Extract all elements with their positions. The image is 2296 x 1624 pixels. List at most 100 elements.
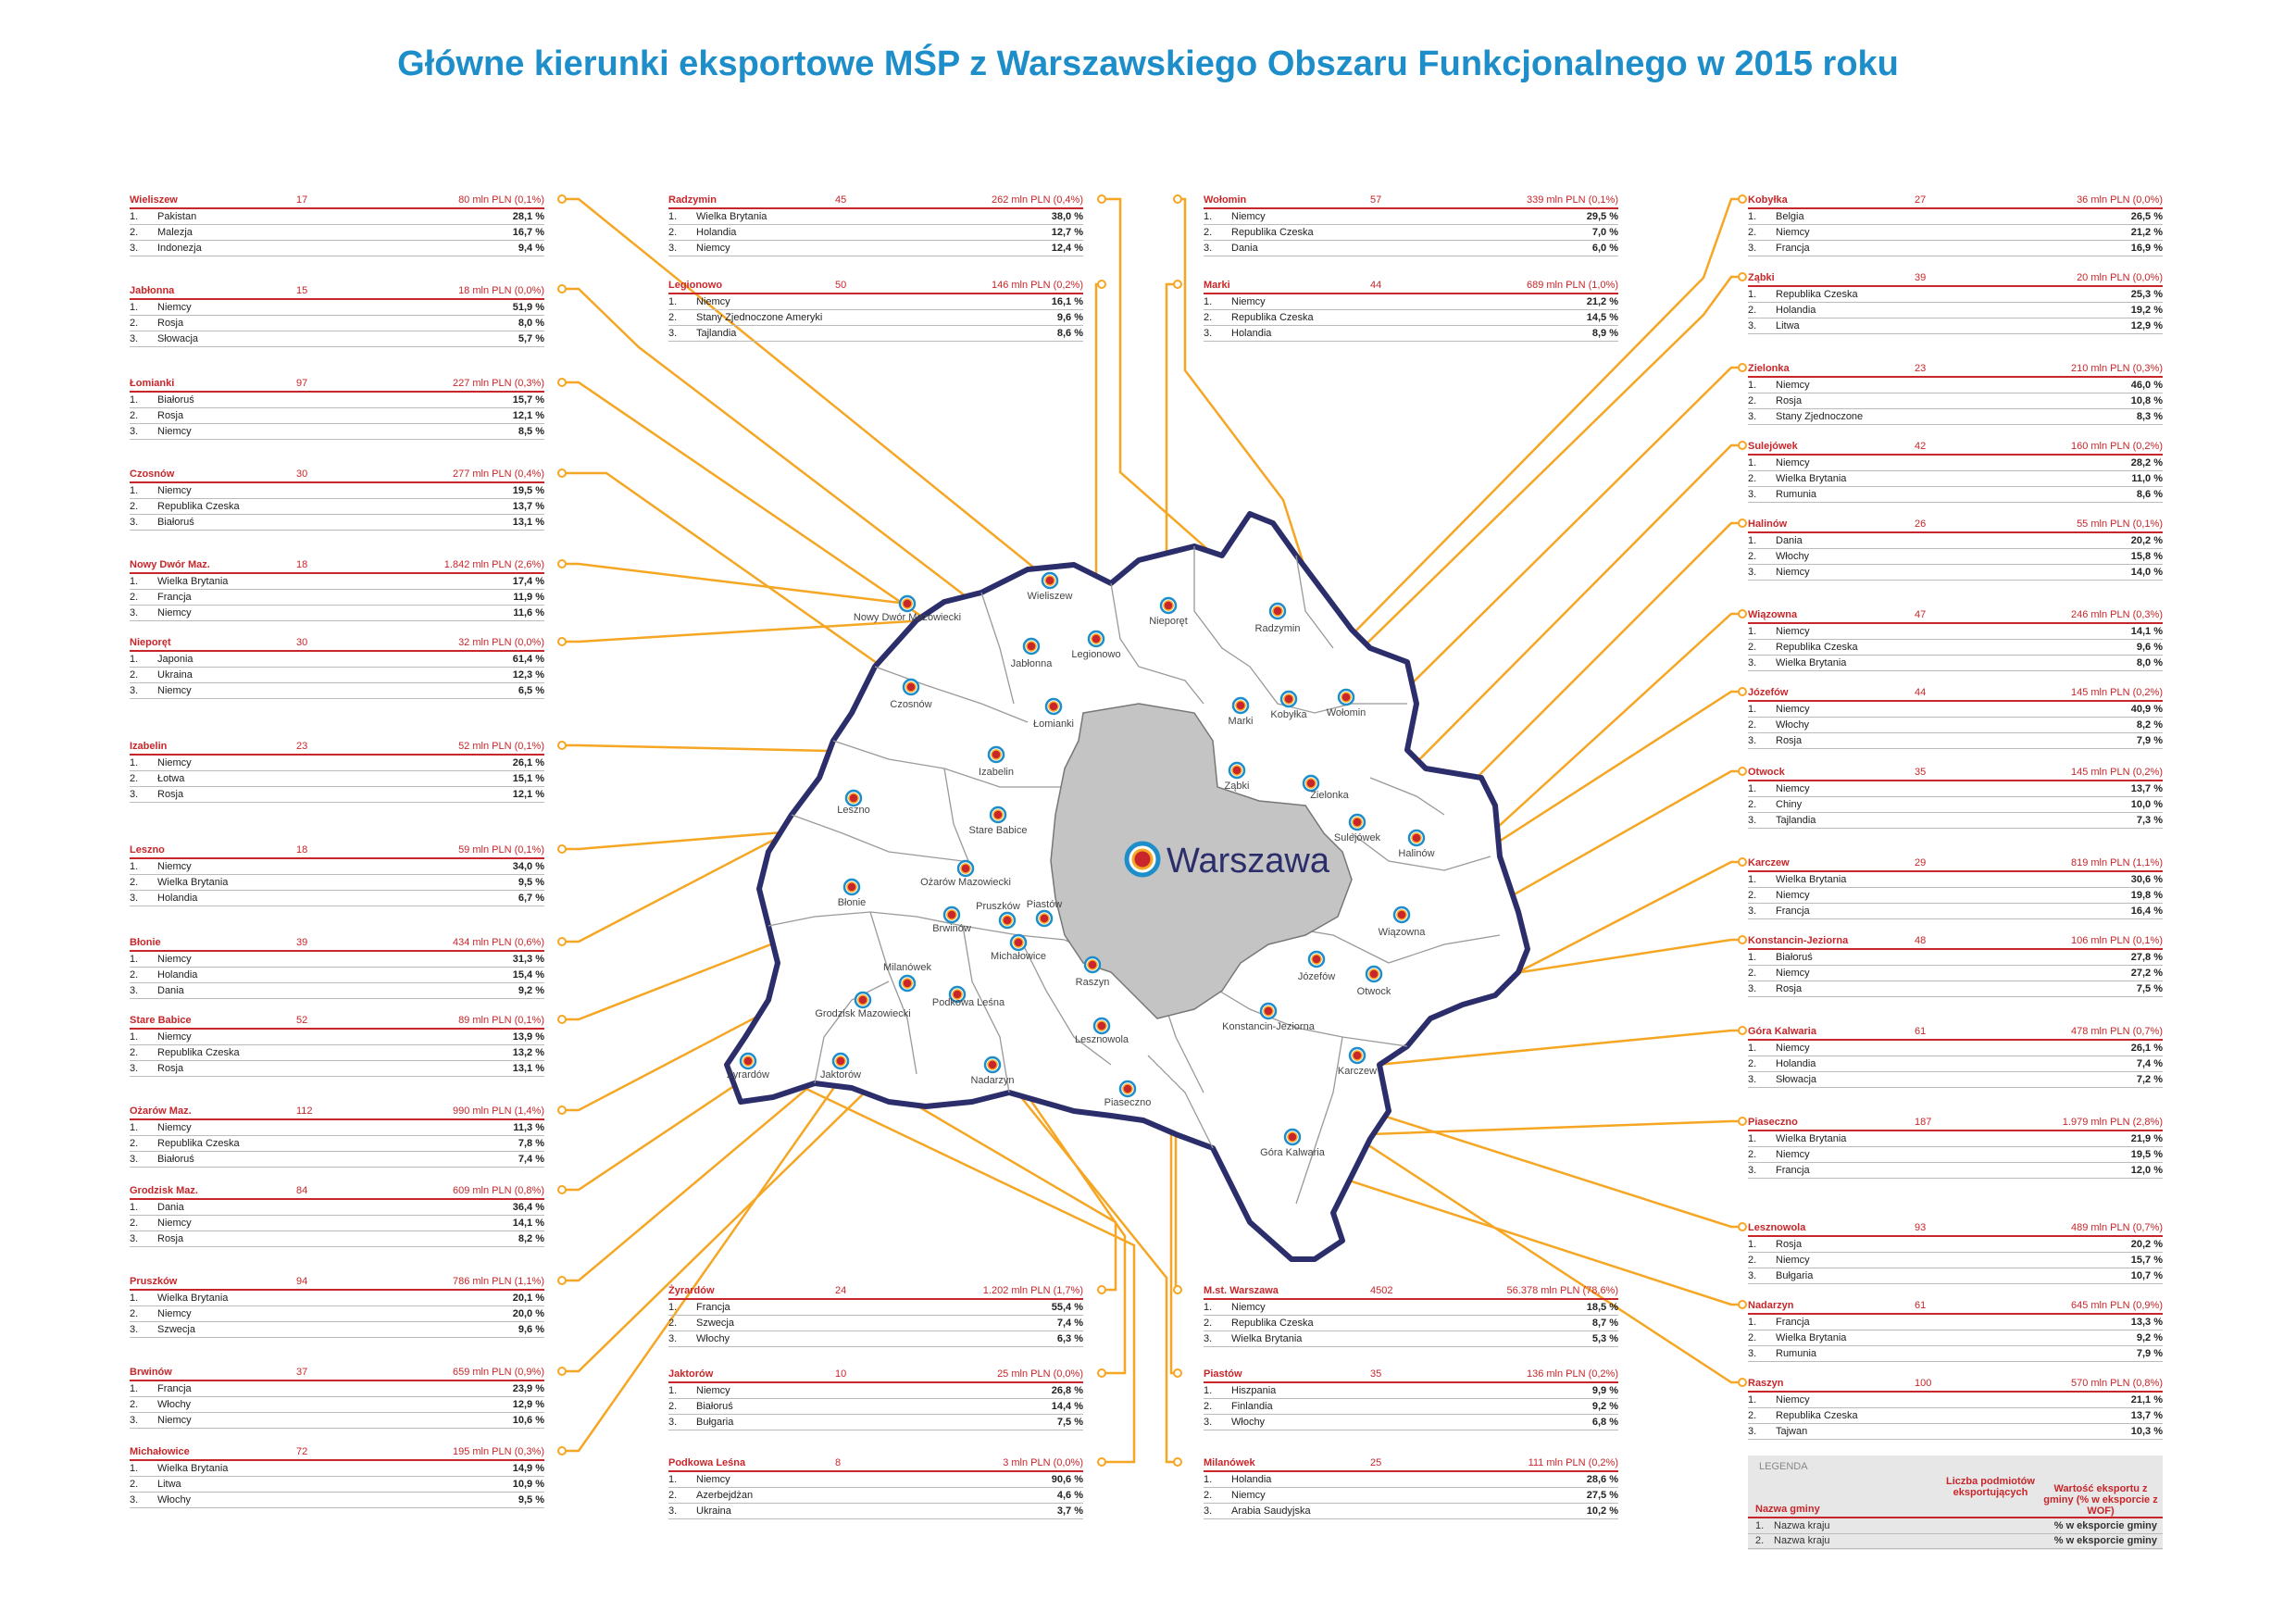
country-row: 2. Niemcy 27,2 %: [1748, 966, 2163, 981]
country-row: 1. Dania 20,2 %: [1748, 533, 2163, 549]
country-row: 1. Niemcy 90,6 %: [668, 1472, 1083, 1488]
rank: 2.: [1748, 968, 1757, 979]
country-name: Japonia: [157, 654, 193, 665]
gmina-map-label: Błonie: [838, 897, 867, 908]
rank: 2.: [130, 592, 139, 603]
gmina-map-label: Wołomin: [1327, 707, 1366, 718]
legend-box: LEGENDA Liczba podmiotów eksportujących …: [1748, 1455, 2163, 1550]
connector-line: [955, 993, 1127, 1375]
rank: 2.: [1748, 719, 1757, 731]
country-share: 28,1 %: [512, 211, 544, 222]
card-header: Błonie 39 434 mln PLN (0,6%): [130, 937, 544, 952]
gmina-map-label: Lesznowola: [1075, 1034, 1129, 1045]
country-name: Dania: [157, 985, 184, 996]
country-name: Niemcy: [696, 243, 730, 254]
country-share: 13,7 %: [2130, 783, 2163, 794]
country-name: Niemcy: [157, 1218, 192, 1229]
country-share: 13,9 %: [512, 1031, 544, 1043]
export-value: 659 mln PLN (0,9%): [452, 1367, 544, 1378]
country-row: 1. Niemcy 19,5 %: [130, 483, 544, 499]
connector-end: [1738, 609, 1747, 618]
gmina-map-label: Michałowice: [991, 951, 1046, 962]
gmina-card: Nadarzyn 61 645 mln PLN (0,9%) 1. Francja 13,…: [1748, 1300, 2163, 1362]
country-row: 1. Białoruś 15,7 %: [130, 393, 544, 408]
export-value: 59 mln PLN (0,1%): [458, 844, 544, 856]
gmina-name: Michałowice: [130, 1446, 190, 1457]
country-name: Niemcy: [1231, 211, 1266, 222]
connector-end: [1738, 441, 1747, 450]
export-value: 339 mln PLN (0,1%): [1526, 194, 1618, 206]
country-name: Słowacja: [157, 333, 199, 344]
gmina-map-label: Wieliszew: [1028, 591, 1073, 602]
export-value: 478 mln PLN (0,7%): [2070, 1026, 2163, 1037]
rank: 1.: [1748, 1133, 1757, 1144]
gmina-name: Karczew: [1748, 857, 1790, 868]
gmina-card: Wołomin 57 339 mln PLN (0,1%) 1. Niemcy 29,5 …: [1204, 194, 1618, 256]
gmina-marker: Legionowo: [1071, 630, 1121, 660]
gmina-map-label: Raszyn: [1076, 977, 1110, 988]
country-name: Niemcy: [1776, 567, 1810, 578]
country-row: 3. Rosja 7,9 %: [1748, 733, 2163, 749]
country-share: 6,3 %: [1056, 1333, 1083, 1344]
rank: 3.: [130, 426, 139, 437]
country-share: 90,6 %: [1051, 1474, 1083, 1485]
rank: 3.: [130, 1233, 139, 1244]
country-share: 8,2 %: [2136, 719, 2163, 731]
gmina-marker: Konstancin-Jeziorna: [1222, 1002, 1316, 1032]
country-share: 16,7 %: [512, 227, 544, 238]
country-row: 1. Niemcy 26,8 %: [668, 1383, 1083, 1399]
export-value: 434 mln PLN (0,6%): [452, 937, 544, 948]
rank: 3.: [1748, 411, 1757, 422]
connector-line: [1102, 197, 1279, 612]
country-share: 13,1 %: [512, 1063, 544, 1074]
rank: 1.: [1748, 211, 1757, 222]
card-header: Michałowice 72 195 mln PLN (0,3%): [130, 1446, 544, 1461]
gmina-card: Łomianki 97 227 mln PLN (0,3%) 1. Białoruś 15…: [130, 378, 544, 440]
gmina-map-label: Jaktorów: [820, 1069, 861, 1081]
rank: 1.: [1748, 626, 1757, 637]
country-row: 2. Łotwa 15,1 %: [130, 771, 544, 787]
gmina-name: Podkowa Leśna: [668, 1457, 746, 1468]
gmina-map-label: Józefów: [1298, 971, 1335, 982]
country-name: Holandia: [696, 227, 737, 238]
connector-end: [1738, 935, 1747, 944]
country-share: 12,9 %: [512, 1399, 544, 1410]
country-row: 3. Niemcy 11,6 %: [130, 606, 544, 621]
country-name: Francja: [1776, 1165, 1810, 1176]
connector-line: [562, 197, 1051, 581]
country-share: 14,1 %: [2130, 626, 2163, 637]
gmina-map-label: Marki: [1229, 716, 1254, 727]
rank: 2.: [130, 1047, 139, 1058]
country-row: 1. Niemcy 14,1 %: [1748, 624, 2163, 640]
gmina-map-label: Ząbki: [1225, 781, 1250, 792]
country-name: Stany Zjednoczone Ameryki: [696, 312, 823, 323]
country-share: 19,5 %: [512, 485, 544, 496]
country-row: 1. Wielka Brytania 38,0 %: [668, 209, 1083, 225]
country-name: Rosja: [1776, 983, 1803, 994]
card-header: Zielonka 23 210 mln PLN (0,3%): [1748, 363, 2163, 378]
country-row: 3. Włochy 9,5 %: [130, 1493, 544, 1508]
country-name: Wielka Brytania: [1231, 1333, 1303, 1344]
connector-end: [1097, 1285, 1106, 1294]
export-value: 819 mln PLN (1,1%): [2070, 857, 2163, 868]
country-share: 9,5 %: [518, 1494, 544, 1505]
export-value: 195 mln PLN (0,3%): [452, 1446, 544, 1457]
rank: 2.: [130, 410, 139, 421]
exporter-count: 37: [296, 1367, 308, 1378]
connector-end: [1173, 194, 1182, 204]
country-row: 1. Niemcy 40,9 %: [1748, 702, 2163, 718]
card-header: Leszno 18 59 mln PLN (0,1%): [130, 844, 544, 859]
export-value: 145 mln PLN (0,2%): [2070, 687, 2163, 698]
export-value: 160 mln PLN (0,2%): [2070, 441, 2163, 452]
country-row: 1. Niemcy 26,1 %: [1748, 1041, 2163, 1056]
gmina-marker: Halinów: [1398, 829, 1435, 859]
country-name: Litwa: [1776, 320, 1800, 331]
country-row: 1. Niemcy 13,9 %: [130, 1030, 544, 1045]
country-share: 10,7 %: [2130, 1270, 2163, 1281]
card-header: Legionowo 50 146 mln PLN (0,2%): [668, 280, 1083, 294]
country-share: 9,2 %: [1591, 1401, 1618, 1412]
rank: 3.: [130, 1063, 139, 1074]
connector-end: [557, 1185, 567, 1194]
country-share: 14,4 %: [1051, 1401, 1083, 1412]
exporter-count: 18: [296, 844, 308, 856]
